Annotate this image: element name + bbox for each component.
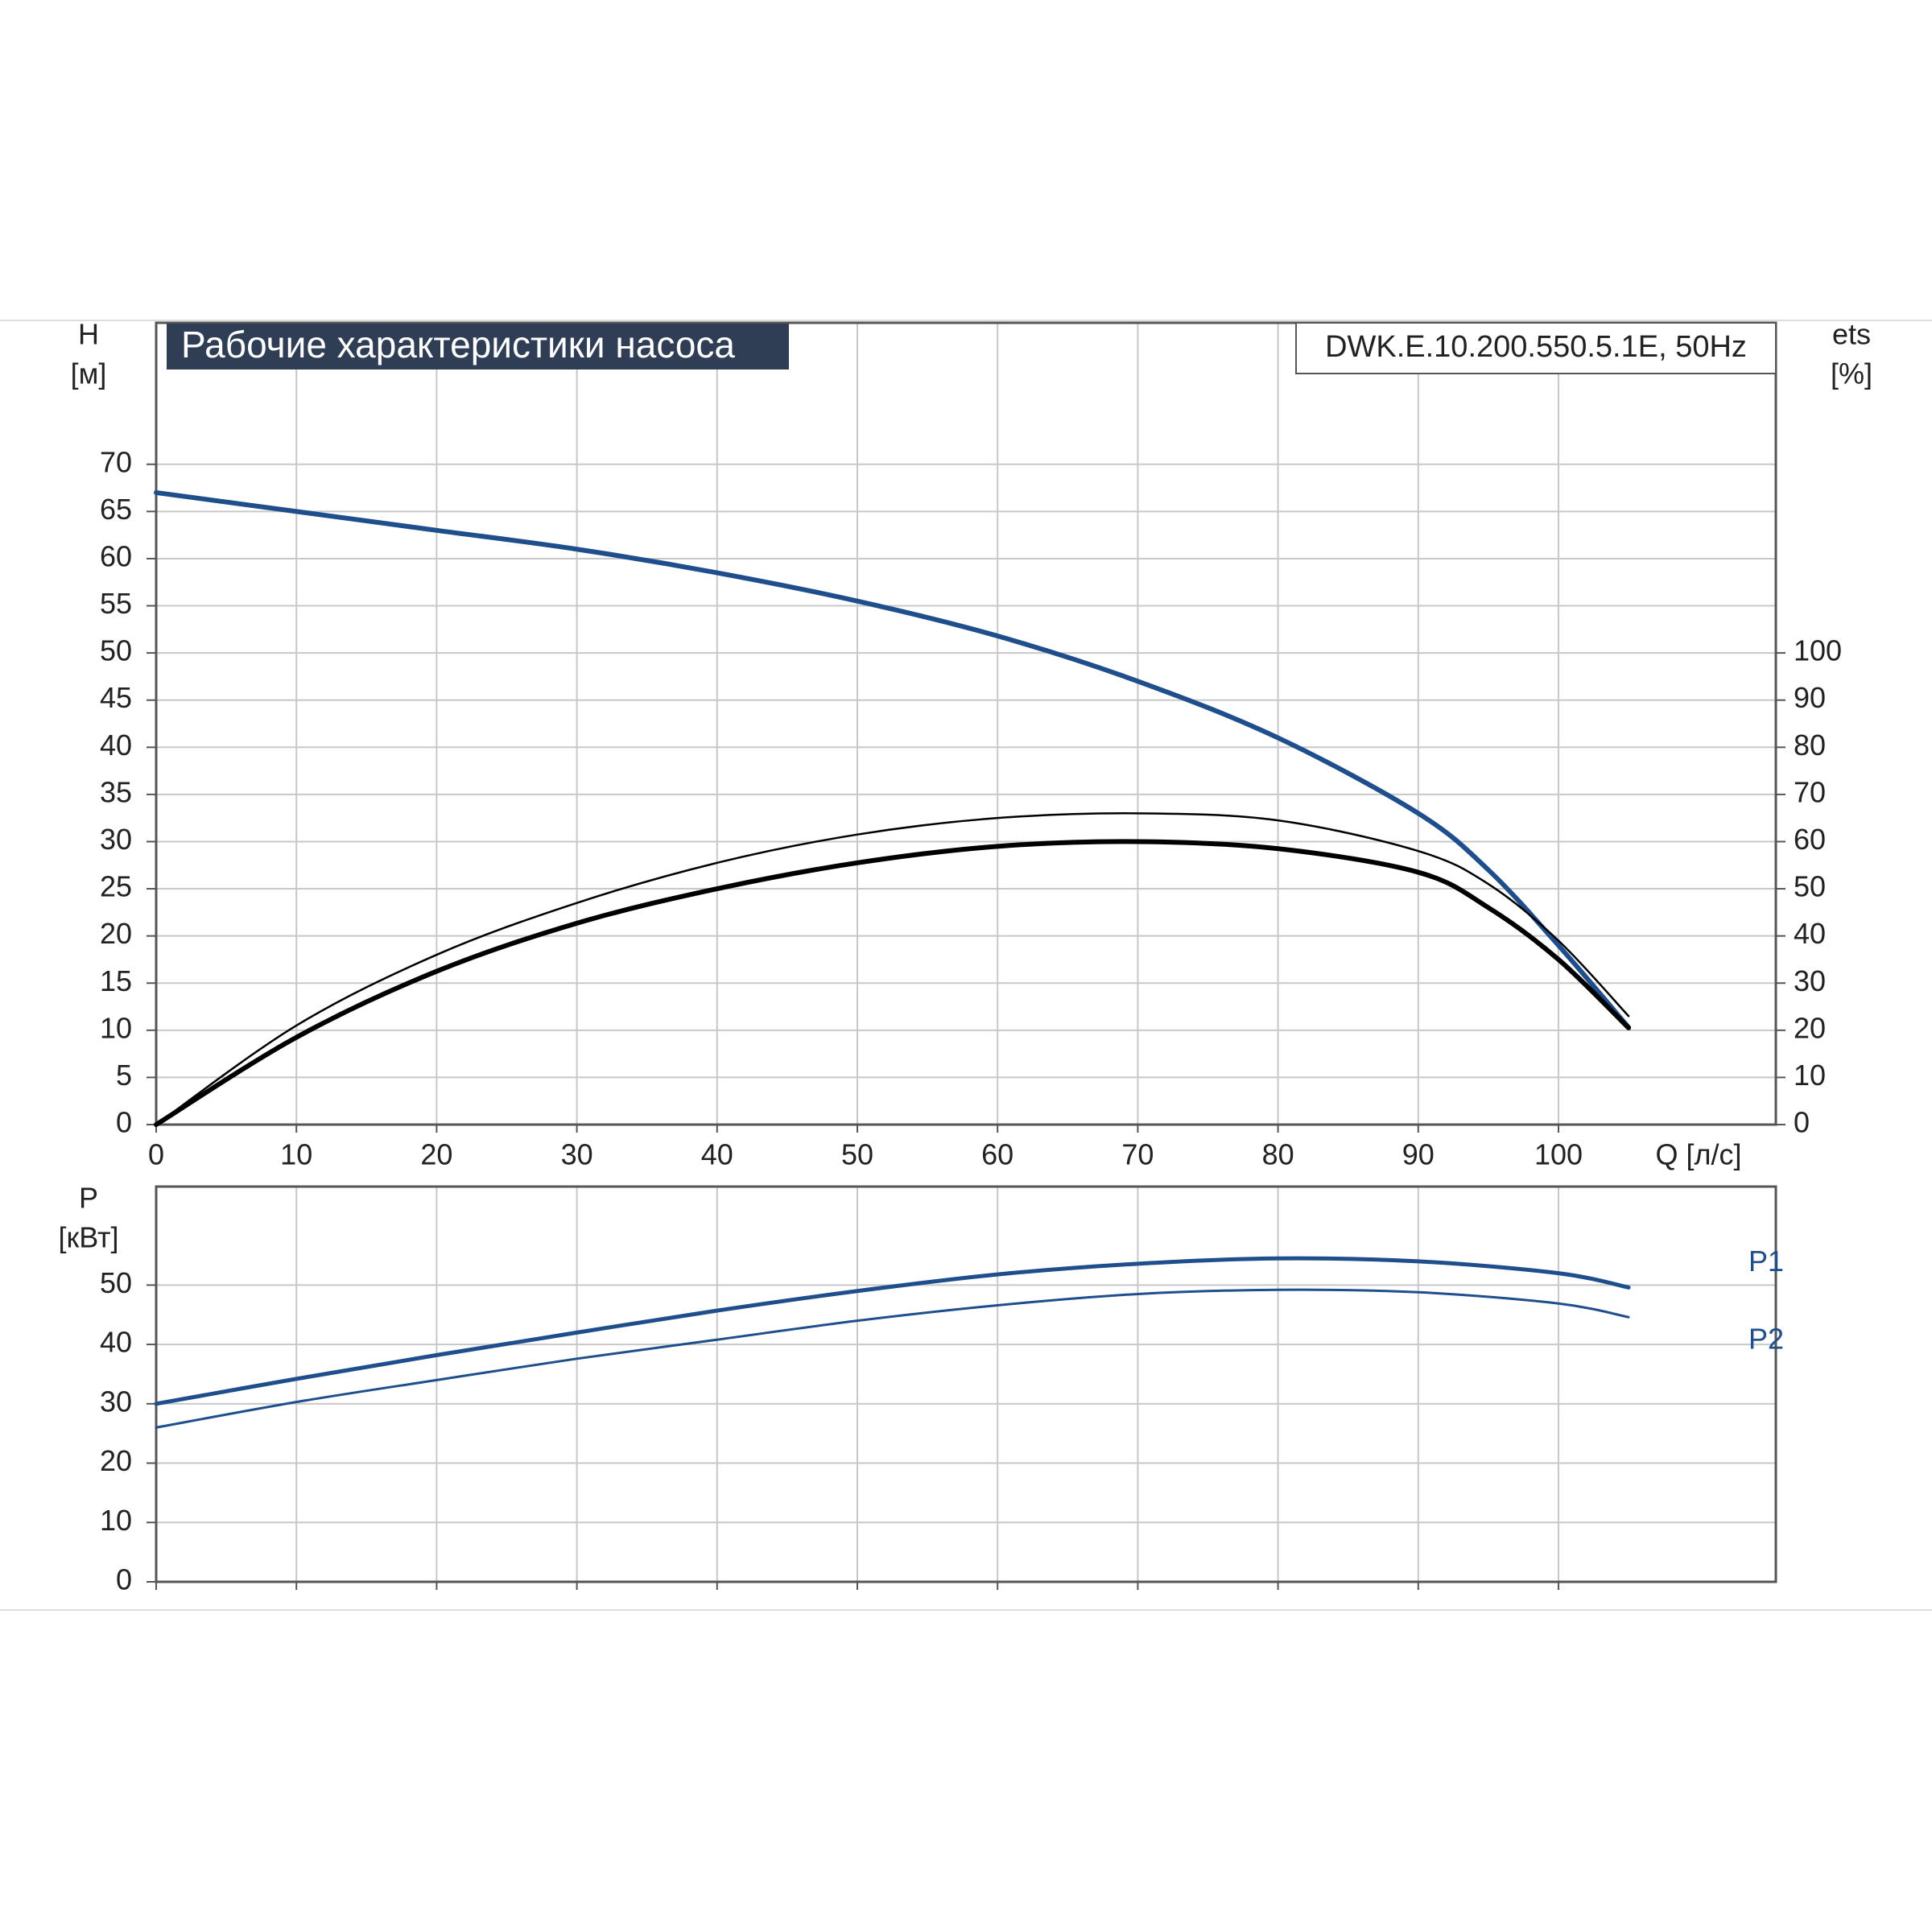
y2-tick-label: 90: [1794, 681, 1826, 714]
y-tick-label: 60: [100, 539, 132, 572]
y-tick-label: 35: [100, 775, 132, 808]
x-tick-label: 70: [1121, 1138, 1154, 1171]
y2-tick-label: 100: [1794, 634, 1842, 667]
y-tick-label: 20: [100, 1444, 132, 1477]
x-tick-label: 100: [1534, 1138, 1583, 1171]
x-tick-label: 30: [561, 1138, 593, 1171]
series-line: [155, 1288, 1630, 1429]
y-axis-unit: [кВт]: [58, 1221, 118, 1254]
x-tick-label: 90: [1402, 1138, 1435, 1171]
y-tick-label: 5: [116, 1059, 132, 1092]
y2-axis-label: ets: [1832, 318, 1871, 351]
y-tick-label: 20: [100, 917, 132, 950]
title-box: [167, 324, 789, 369]
x-axis-label: Q [л/с]: [1655, 1138, 1741, 1171]
y-tick-label: 65: [100, 493, 132, 526]
y-tick-label: 30: [100, 823, 132, 856]
y2-tick-label: 30: [1794, 964, 1826, 997]
y-axis-unit: [м]: [71, 357, 107, 390]
y-tick-label: 10: [100, 1011, 132, 1044]
y-tick-label: 0: [116, 1106, 132, 1139]
y-tick-label: 0: [116, 1563, 132, 1596]
series-label: P2: [1748, 1323, 1784, 1356]
plot-frame: [155, 1185, 1777, 1583]
series-line: [154, 839, 1632, 1127]
y2-tick-label: 80: [1794, 729, 1826, 762]
model-label: DWK.E.10.200.550.5.1E, 50Hz: [1325, 330, 1747, 364]
y2-tick-label: 10: [1794, 1059, 1826, 1092]
y2-tick-label: 0: [1794, 1106, 1810, 1139]
y2-tick-label: 20: [1794, 1011, 1826, 1044]
y-axis-label: P: [79, 1182, 98, 1215]
y-tick-label: 50: [100, 634, 132, 667]
x-tick-label: 20: [420, 1138, 452, 1171]
chart-title: Рабочие характеристики насоса: [181, 324, 735, 365]
y-axis-label: H: [78, 318, 99, 351]
y2-tick-label: 60: [1794, 823, 1826, 856]
x-tick-label: 60: [981, 1138, 1013, 1171]
y2-tick-label: 50: [1794, 870, 1826, 903]
y2-tick-label: 70: [1794, 775, 1826, 808]
series-line: [154, 1256, 1631, 1406]
y-tick-label: 40: [100, 1326, 132, 1359]
y2-axis-unit: [%]: [1831, 357, 1872, 390]
y-tick-label: 50: [100, 1266, 132, 1299]
y-tick-label: 15: [100, 964, 132, 997]
y2-tick-label: 40: [1794, 917, 1826, 950]
y-tick-label: 70: [100, 445, 132, 478]
x-tick-label: 80: [1262, 1138, 1294, 1171]
y-tick-label: 45: [100, 681, 132, 714]
model-box: [1295, 322, 1777, 374]
plot-frame: [155, 321, 1777, 1126]
x-tick-label: 0: [148, 1138, 164, 1171]
plot-area: [156, 323, 1776, 1125]
y-tick-label: 25: [100, 870, 132, 903]
series-line: [154, 489, 1632, 1030]
y-tick-label: 30: [100, 1385, 132, 1418]
x-tick-label: 50: [841, 1138, 873, 1171]
series-label: P1: [1748, 1245, 1784, 1278]
x-tick-label: 40: [701, 1138, 733, 1171]
series-line: [155, 812, 1630, 1126]
y-tick-label: 55: [100, 587, 132, 620]
x-tick-label: 10: [280, 1138, 312, 1171]
plot-area: [156, 1187, 1776, 1582]
y-tick-label: 10: [100, 1504, 132, 1537]
y-tick-label: 40: [100, 729, 132, 762]
